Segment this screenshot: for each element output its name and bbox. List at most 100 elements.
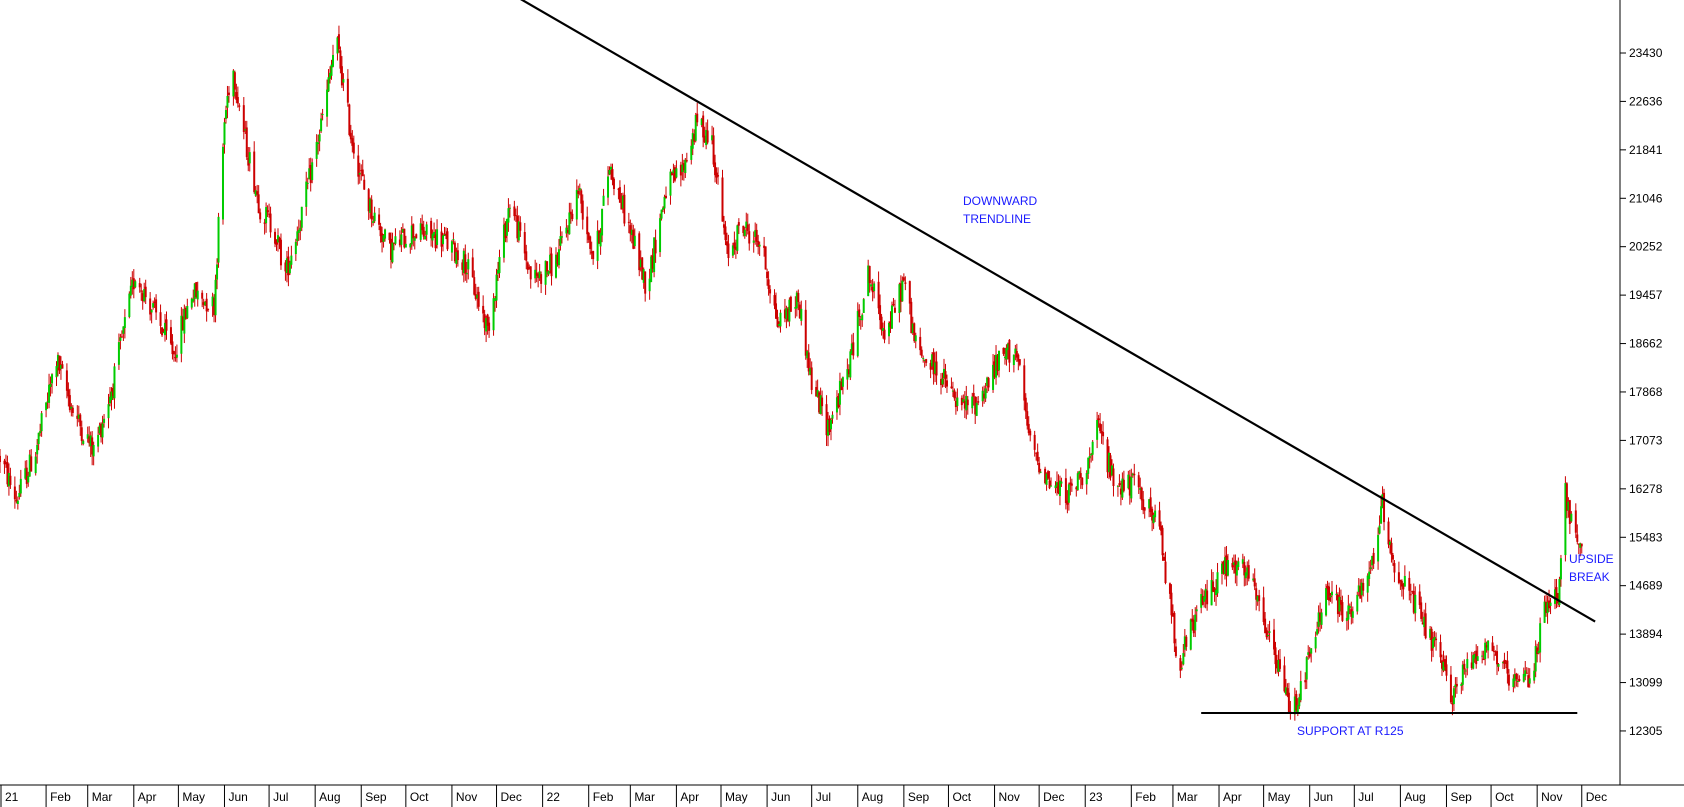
upside-break-label-line1: UPSIDE — [1569, 552, 1614, 566]
candle-up — [806, 351, 809, 359]
candle-down — [571, 213, 574, 220]
candle-down — [618, 187, 621, 203]
candle-up — [400, 234, 403, 245]
candle-up — [831, 414, 834, 419]
upside-break-label-line2: BREAK — [1569, 570, 1610, 584]
candle-up — [1054, 485, 1057, 489]
candle-up — [1473, 653, 1476, 659]
candle-up — [931, 354, 934, 367]
candle-down — [737, 222, 740, 226]
candle-up — [1204, 588, 1207, 600]
candle-down — [651, 255, 654, 269]
candle-down — [821, 397, 824, 407]
candle-up — [497, 269, 500, 274]
candle-up — [1522, 673, 1525, 682]
candle-down — [629, 225, 632, 234]
candle-up — [217, 216, 220, 263]
candle-down — [763, 245, 766, 248]
candle-down — [172, 351, 175, 355]
candle-up — [1497, 664, 1500, 667]
candle-down — [1151, 508, 1154, 521]
candle-down — [76, 415, 79, 419]
candle-up — [672, 169, 675, 174]
candle-down — [1441, 660, 1444, 669]
candle-up — [1549, 602, 1552, 606]
candle-down — [1174, 646, 1177, 657]
candle-down — [1326, 585, 1329, 590]
y-axis: 23430 22636 21841 21046 20252 19457 18662 17868… — [1620, 46, 1663, 738]
candle-down — [227, 92, 230, 95]
candle-down — [202, 302, 205, 305]
candle-down — [840, 381, 843, 390]
candle-down — [1494, 654, 1497, 656]
candle-up — [962, 399, 965, 403]
candle-down — [804, 309, 807, 356]
candle-up — [290, 255, 293, 265]
candle-down — [1017, 354, 1020, 362]
candle-up — [391, 242, 394, 263]
candle-up — [653, 237, 656, 273]
y-tick-label: 13894 — [1629, 627, 1663, 641]
candle-up — [98, 425, 101, 434]
candle-down — [1213, 588, 1216, 593]
candle-down — [902, 277, 905, 281]
candle-up — [1012, 354, 1015, 366]
candle-up — [330, 64, 333, 76]
candle-down — [91, 437, 94, 455]
candle-down — [236, 97, 239, 104]
candle-down — [535, 272, 538, 276]
candle-up — [89, 435, 92, 447]
candle-up — [560, 236, 563, 238]
candle-up — [28, 454, 31, 477]
candle-up — [992, 364, 995, 390]
candle-up — [40, 413, 43, 432]
candle-down — [1287, 692, 1290, 713]
candle-up — [1252, 578, 1255, 581]
candle-down — [242, 105, 245, 132]
candle-down — [1275, 661, 1278, 669]
y-tick-label: 20252 — [1629, 240, 1663, 254]
candle-down — [1399, 580, 1402, 582]
candle-down — [899, 283, 902, 302]
candle-down — [1179, 658, 1182, 671]
candle-down — [1173, 612, 1176, 644]
x-tick-label: Feb — [50, 790, 71, 804]
x-tick-label: May — [182, 790, 205, 804]
candle-down — [972, 393, 975, 397]
candle-up — [425, 224, 428, 235]
candle-down — [546, 261, 549, 272]
candle-down — [195, 282, 198, 298]
y-tick-label: 17073 — [1629, 433, 1663, 447]
candle-up — [1537, 650, 1540, 654]
candle-up — [46, 401, 49, 403]
candle-up — [1195, 609, 1198, 612]
candle-up — [779, 312, 782, 327]
candle-up — [1558, 579, 1561, 606]
candle-up — [602, 195, 605, 206]
candle-down — [1439, 642, 1442, 658]
candle-up — [308, 168, 311, 180]
candle-up — [1096, 420, 1099, 440]
candle-up — [1345, 617, 1348, 621]
candle-down — [357, 155, 360, 177]
candle-up — [1347, 605, 1350, 620]
candle-up — [1481, 655, 1484, 657]
candle-up — [413, 237, 416, 241]
candle-down — [883, 329, 886, 340]
candle-down — [268, 213, 271, 215]
candle-down — [1168, 583, 1171, 594]
candle-up — [1559, 558, 1562, 580]
candle-up — [1512, 678, 1515, 688]
candle-down — [1243, 561, 1246, 576]
candle-down — [764, 246, 767, 270]
candle-up — [34, 456, 37, 474]
candle-down — [309, 164, 312, 183]
candle-up — [846, 369, 849, 380]
candle-down — [1142, 499, 1145, 511]
candle-up — [1223, 557, 1226, 574]
candle-up — [819, 395, 822, 415]
candle-down — [828, 418, 831, 433]
candle-down — [1191, 618, 1194, 622]
candle-up — [1180, 667, 1183, 669]
candle-down — [925, 359, 928, 363]
